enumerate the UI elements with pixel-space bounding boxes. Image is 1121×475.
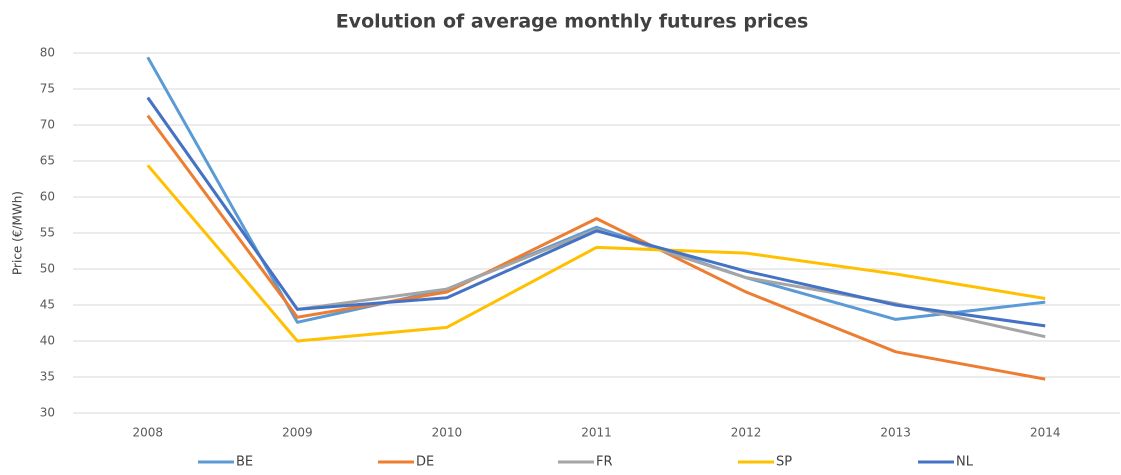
series-line [146, 56, 1046, 324]
legend-label: SP [776, 455, 792, 470]
legend-label: NL [956, 455, 974, 470]
x-tick-label: 2014 [1030, 426, 1061, 440]
y-tick-label: 60 [40, 190, 55, 204]
y-tick-label: 30 [40, 406, 55, 420]
y-tick-label: 80 [40, 46, 55, 60]
y-tick-label: 65 [40, 154, 55, 168]
y-axis-title: Price (€/MWh) [11, 191, 25, 275]
chart-title: Evolution of average monthly futures pri… [336, 11, 809, 33]
y-tick-label: 75 [40, 82, 55, 96]
y-tick-label: 35 [40, 370, 55, 384]
series-line [146, 96, 1046, 328]
x-tick-label: 2012 [731, 426, 762, 440]
series-line [146, 114, 1046, 381]
x-tick-label: 2013 [880, 426, 911, 440]
x-tick-label: 2008 [133, 426, 164, 440]
legend-label: DE [416, 455, 434, 470]
y-tick-label: 55 [40, 226, 55, 240]
y-tick-label: 50 [40, 262, 55, 276]
y-tick-label: 45 [40, 298, 55, 312]
legend-label: FR [596, 455, 613, 470]
x-tick-label: 2010 [432, 426, 463, 440]
x-tick-label: 2009 [282, 426, 313, 440]
y-tick-label: 40 [40, 334, 55, 348]
y-tick-label: 70 [40, 118, 55, 132]
series-line [146, 164, 1046, 343]
x-tick-label: 2011 [581, 426, 612, 440]
legend-label: BE [236, 455, 253, 470]
